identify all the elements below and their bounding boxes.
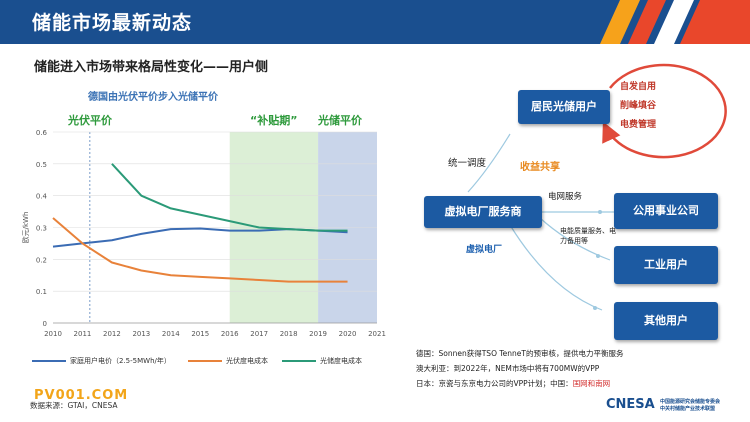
x-tick-label: 2019 — [309, 330, 327, 338]
header-bar: 储能市场最新动态 — [0, 0, 750, 44]
note-australia: 澳大利亚：到2022年，NEM市场中将有700MW的VPP — [416, 364, 600, 373]
other-user-box: 其他用户 — [614, 302, 718, 340]
unified-dispatch-label: 统一调度 — [448, 158, 487, 169]
note-japan-china: 日本：京瓷与东京电力公司的VPP计划；中国：国网和南网 — [416, 379, 611, 388]
x-tick-label: 2021 — [368, 330, 386, 338]
x-tick-label: 2015 — [191, 330, 209, 338]
series-line-2 — [111, 163, 348, 232]
y-tick-label: 0.2 — [36, 256, 47, 264]
y-axis-label: 欧元/kWh — [21, 212, 30, 244]
x-tick-label: 2018 — [280, 330, 298, 338]
revenue-sharing-label: 收益共享 — [520, 162, 560, 173]
legend-item-household: 家庭用户电价（2.5-5MWh/年） — [32, 356, 171, 366]
region-label-pv-parity: 光伏平价 — [68, 114, 112, 127]
power-quality-label: 电能质量服务、电力备用等 — [560, 227, 616, 245]
legend-item-pv: 光伏度电成本 — [188, 356, 268, 366]
region-label-storage-parity: 光储平价 — [318, 114, 362, 127]
y-tick-label: 0.6 — [36, 129, 48, 137]
vpp-label: 虚拟电厂 — [466, 245, 503, 255]
x-tick-label: 2013 — [132, 330, 150, 338]
x-tick-label: 2011 — [74, 330, 92, 338]
cycle-label-self-use: 自发自用 — [620, 82, 657, 92]
chart-title: 德国由光伏平价步入光储平价 — [88, 92, 218, 103]
watermark: PV001.COM — [34, 388, 129, 403]
cycle-label-bill-management: 电费管理 — [620, 120, 657, 130]
y-tick-label: 0 — [43, 320, 47, 328]
x-tick-label: 2014 — [162, 330, 180, 338]
x-tick-label: 2010 — [44, 330, 62, 338]
data-source: 数据来源：GTAI，CNESA — [30, 401, 118, 410]
region-label-subsidy: “补贴期” — [250, 114, 298, 127]
header-stripes — [600, 0, 750, 44]
note-germany: 德国：Sonnen获得TSO TenneT的预审核，提供电力平衡服务 — [416, 349, 624, 358]
x-tick-label: 2017 — [250, 330, 268, 338]
x-tick-label: 2016 — [221, 330, 239, 338]
residential-user-box: 居民光储用户 — [518, 90, 610, 124]
page-title: 储能市场最新动态 — [32, 12, 193, 34]
cnesa-logo-subtitle: 中国能源研究会储能专委会 中关村储能产业技术联盟 — [660, 399, 721, 412]
diagram-connectors — [467, 63, 727, 311]
section-subtitle: 储能进入市场带来格局性变化——用户侧 — [34, 60, 269, 75]
vpp-provider-box: 虚拟电厂服务商 — [424, 196, 542, 228]
cnesa-logo: CNESA — [606, 397, 655, 412]
grid-service-label: 电网服务 — [548, 192, 583, 202]
y-tick-label: 0.1 — [36, 288, 47, 296]
industrial-box: 工业用户 — [614, 246, 718, 284]
y-tick-label: 0.3 — [36, 225, 47, 233]
cycle-label-peak-shaving: 削峰填谷 — [620, 101, 657, 111]
notes-list: 德国：Sonnen获得TSO TenneT的预审核，提供电力平衡服务 澳大利亚：… — [416, 346, 623, 391]
series-line-1 — [52, 217, 348, 283]
line-chart: 0 0.1 0.2 0.3 0.4 0.5 0.6 2010 2011 2012 2013 2014 2… — [21, 129, 386, 338]
x-tick-label: 2012 — [103, 330, 121, 338]
y-tick-label: 0.4 — [36, 193, 48, 201]
x-tick-label: 2020 — [339, 330, 357, 338]
legend-item-pvstorage: 光储度电成本 — [282, 356, 362, 366]
y-tick-label: 0.5 — [36, 161, 47, 169]
utility-box: 公用事业公司 — [614, 193, 718, 229]
